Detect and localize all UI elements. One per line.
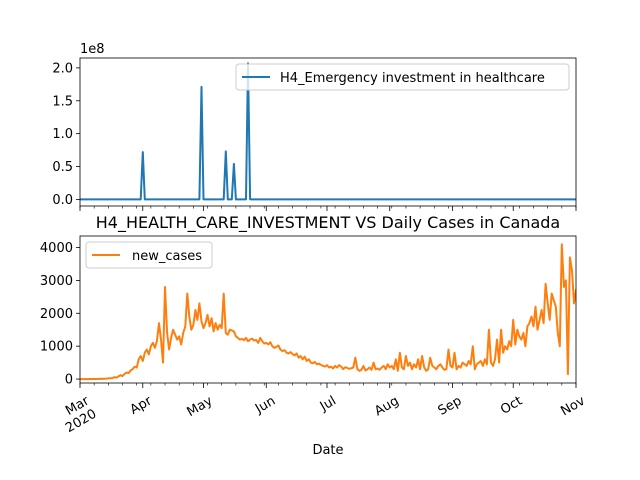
bottom-y-tick-label: 0 <box>65 373 73 388</box>
bottom-x-axis-label: Date <box>312 443 343 458</box>
bottom-legend-label: new_cases <box>132 249 202 264</box>
top-legend-box <box>235 63 570 91</box>
top-axes-frame <box>79 57 577 207</box>
bottom-y-tick-label: 3000 <box>40 274 73 289</box>
bottom-axes-frame <box>79 235 577 384</box>
top-y-tick-label: 0.5 <box>52 160 73 175</box>
top-series-line <box>80 62 576 201</box>
bottom-title: H4_HEALTH_CARE_INVESTMENT VS Daily Cases… <box>96 213 560 233</box>
bottom-legend: new_cases <box>85 241 213 269</box>
bottom-panel: H4_HEALTH_CARE_INVESTMENT VS Daily Cases… <box>40 213 588 458</box>
bottom-y-tick-label: 4000 <box>40 241 73 256</box>
top-y-tick-label: 2.0 <box>52 61 73 76</box>
bottom-series-line <box>80 243 576 381</box>
top-y-tick-label: 1.5 <box>52 94 73 109</box>
top-legend-label: H4_Emergency investment in healthcare <box>280 71 545 86</box>
top-offset-text: 1e8 <box>80 42 105 57</box>
bottom-y-tick-label: 2000 <box>40 307 73 322</box>
top-legend: H4_Emergency investment in healthcare <box>235 63 570 91</box>
bottom-legend-box <box>85 241 213 269</box>
bottom-x-tick-label: Jul <box>317 394 339 415</box>
top-y-tick-label: 1.0 <box>52 127 73 142</box>
top-panel: 0.0 0.5 1.0 1.5 2.0 1e8 H4_Emergency investm… <box>52 42 577 211</box>
top-y-ticks: 0.0 0.5 1.0 1.5 2.0 <box>52 61 80 208</box>
top-x-ticks <box>79 206 577 211</box>
bottom-y-tick-label: 1000 <box>40 340 73 355</box>
top-y-tick-label: 0.0 <box>52 193 73 208</box>
bottom-y-ticks: 0 1000 2000 3000 4000 <box>40 241 80 388</box>
